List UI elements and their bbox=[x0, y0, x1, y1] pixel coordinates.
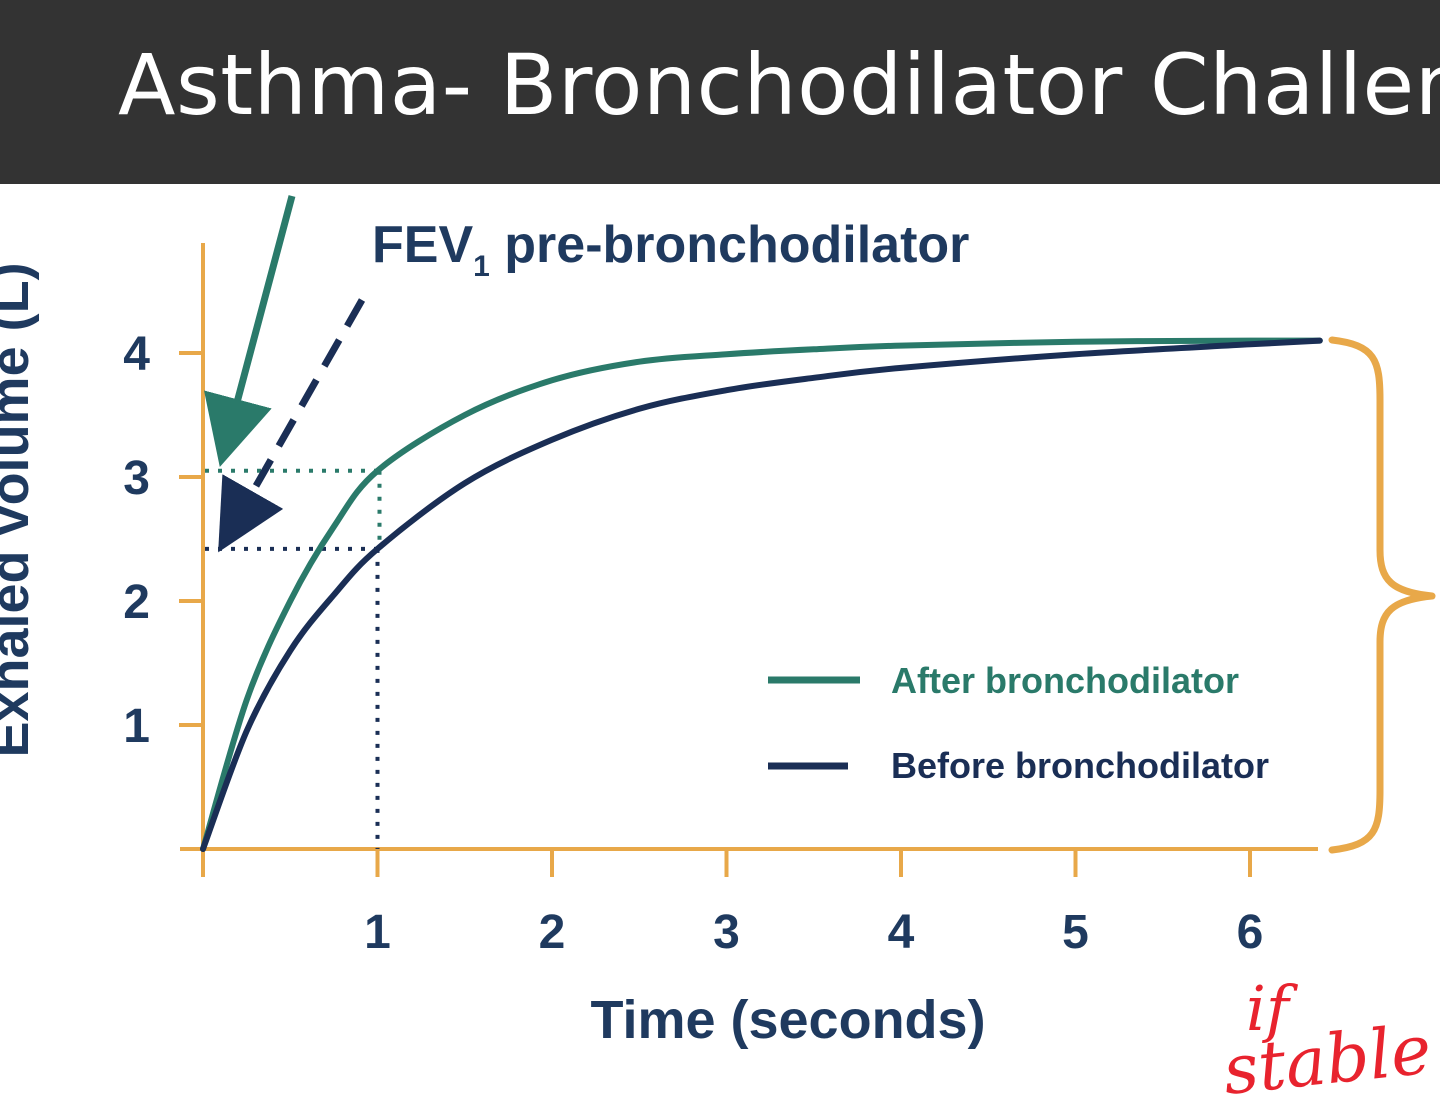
x-tick-label: 6 bbox=[1237, 906, 1264, 959]
fev1-pre-label-subscript: 1 bbox=[473, 250, 490, 283]
after-bronchodilator-line bbox=[200, 337, 1323, 852]
x-tick-label: 2 bbox=[539, 906, 566, 959]
slide-title: Asthma- Bronchodilator Challeng bbox=[118, 36, 1440, 134]
x-tick-label: 5 bbox=[1062, 906, 1089, 959]
volume-brace bbox=[1328, 336, 1436, 854]
legend-label-before: Before bronchodilator bbox=[891, 745, 1269, 786]
fev1-pre-label-suffix: pre-bronchodilator bbox=[490, 216, 970, 274]
fev1-pre-arrow bbox=[218, 298, 366, 553]
x-tick-label: 4 bbox=[888, 906, 915, 959]
y-tick-label: 3 bbox=[123, 452, 150, 505]
x-tick-label: 1 bbox=[364, 906, 391, 959]
fev1-pre-label: FEV1 pre-bronchodilator bbox=[372, 216, 969, 283]
y-tick-label: 4 bbox=[123, 328, 150, 381]
before-bronchodilator-line bbox=[200, 337, 1323, 852]
fev1-pre-label-prefix: FEV bbox=[372, 216, 473, 274]
x-tick-label: 3 bbox=[713, 906, 740, 959]
x-axis-title: Time (seconds) bbox=[590, 990, 985, 1050]
y-tick-label: 1 bbox=[123, 700, 150, 753]
legend-label-after: After bronchodilator bbox=[891, 660, 1239, 701]
y-tick-label: 2 bbox=[123, 576, 150, 629]
fev1-post-arrow bbox=[203, 195, 296, 468]
legend: After bronchodilator Before bronchodilat… bbox=[768, 660, 1269, 786]
y-axis-title: Exhaled volume (L) bbox=[0, 262, 40, 757]
slide-title-bar: Asthma- Bronchodilator Challeng bbox=[0, 0, 1440, 184]
